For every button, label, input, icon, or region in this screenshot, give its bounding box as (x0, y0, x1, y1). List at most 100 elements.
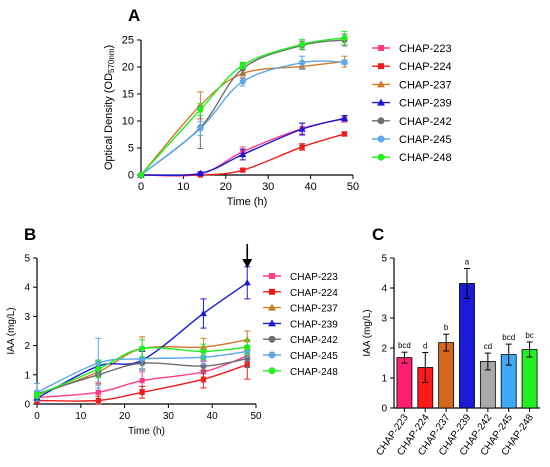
data-point (200, 348, 207, 355)
bar (521, 349, 538, 409)
significance-letter: bcd (502, 333, 515, 342)
panel-label: B (24, 225, 36, 244)
legend-label: CHAP-223 (399, 43, 452, 55)
legend-label: CHAP-239 (399, 98, 452, 110)
significance-letter: d (423, 342, 427, 351)
significance-letter: bc (525, 331, 533, 340)
legend-label: CHAP-237 (399, 79, 452, 91)
series-chap-248 (33, 339, 251, 399)
series-chap-248 (137, 30, 348, 179)
y-tick-label: 5 (381, 254, 387, 265)
y-tick-label: 0 (381, 404, 387, 415)
legend-marker (377, 135, 385, 143)
y-tick-label: 5 (24, 254, 30, 265)
panel-a: A 0 10 20 30 40 50 0 5 10 15 20 25 Time (h) Optical De… (103, 6, 452, 208)
data-point (239, 62, 246, 69)
x-tick-label: 40 (304, 181, 316, 193)
data-point (139, 345, 146, 352)
y-tick-label: 3 (24, 312, 30, 323)
legend-label: CHAP-237 (290, 304, 338, 315)
legend-label: CHAP-245 (399, 134, 452, 146)
data-point (299, 41, 306, 48)
y-tick-label: 3 (381, 314, 387, 325)
bar (459, 283, 475, 409)
y-tick-label: 4 (381, 284, 387, 295)
panel-label: A (128, 6, 140, 25)
x-tick-label: 0 (34, 411, 40, 422)
x-tick-label: 20 (220, 181, 232, 193)
data-point (95, 389, 101, 395)
data-point (197, 125, 204, 132)
x-tick-label: 10 (75, 411, 87, 422)
x-tick-label: 0 (138, 181, 144, 193)
x-tick-label: 30 (163, 411, 175, 422)
data-point (199, 309, 208, 317)
y-tick-label: 20 (122, 62, 134, 74)
data-point (340, 114, 349, 121)
data-point (244, 343, 251, 351)
x-tick-label: 40 (207, 411, 219, 422)
x-tick-label: 50 (250, 411, 262, 422)
bar (438, 342, 455, 409)
y-axis-label: IAA (mg/L) (6, 307, 17, 354)
legend-label: CHAP-242 (399, 116, 452, 128)
data-point (95, 365, 102, 373)
significance-letter: cd (484, 342, 492, 351)
data-point (341, 59, 348, 66)
y-tick-label: 2 (381, 344, 387, 355)
legend-label: CHAP-224 (290, 288, 338, 299)
data-point (298, 125, 306, 132)
y-tick-label: 0 (24, 400, 30, 411)
y-tick-label: 0 (128, 170, 134, 182)
legend: CHAP-223 CHAP-224 CHAP-237 CHAP-239 CHAP-242… (372, 43, 452, 164)
x-tick-label: 20 (119, 411, 131, 422)
data-point (341, 34, 348, 41)
bar (396, 357, 413, 409)
x-axis-label: Time (h) (128, 426, 165, 437)
x-tick-label: 30 (262, 181, 274, 193)
legend-marker (377, 80, 385, 88)
data-point (341, 131, 348, 137)
data-point (239, 150, 247, 158)
series-chap-245 (137, 55, 348, 179)
legend-marker (268, 367, 276, 375)
x-tick-label: 50 (347, 181, 359, 193)
legend-marker (269, 288, 275, 295)
legend-marker (377, 117, 385, 125)
data-point (137, 171, 145, 179)
y-tick-label: 5 (128, 143, 134, 155)
significance-letter: bcd (398, 341, 411, 350)
data-point (33, 392, 41, 399)
legend-marker (377, 98, 385, 106)
y-tick-label: 2 (24, 341, 30, 352)
data-point (239, 78, 246, 85)
y-tick-label: 1 (24, 370, 30, 381)
data-point (243, 279, 251, 286)
legend-label: CHAP-245 (290, 351, 338, 362)
legend-marker (378, 63, 384, 70)
x-axis-label: Time (h) (227, 196, 268, 208)
legend-label: CHAP-239 (290, 319, 338, 330)
data-point (139, 389, 145, 395)
arrow-head (242, 259, 253, 268)
data-point (299, 144, 305, 150)
x-tick-label: 10 (177, 181, 189, 193)
y-tick-label: 15 (122, 89, 134, 101)
legend-marker (268, 319, 276, 327)
y-axis-label: IAA (mg/L) (362, 309, 373, 356)
data-point (197, 106, 204, 113)
significance-letter: a (465, 258, 470, 267)
significance-letter: b (444, 323, 449, 332)
legend: CHAP-223 CHAP-224 CHAP-237 CHAP-239 CHAP-242… (263, 272, 338, 378)
legend-label: CHAP-223 (290, 272, 338, 283)
data-point (299, 59, 306, 66)
legend-label: CHAP-248 (399, 152, 452, 164)
legend-marker (268, 303, 276, 311)
data-point (240, 167, 246, 173)
data-point (139, 378, 145, 384)
y-tick-label: 4 (24, 283, 30, 294)
y-tick-label: 1 (381, 374, 387, 385)
legend-marker (378, 45, 384, 51)
y-tick-label: 10 (122, 116, 134, 128)
